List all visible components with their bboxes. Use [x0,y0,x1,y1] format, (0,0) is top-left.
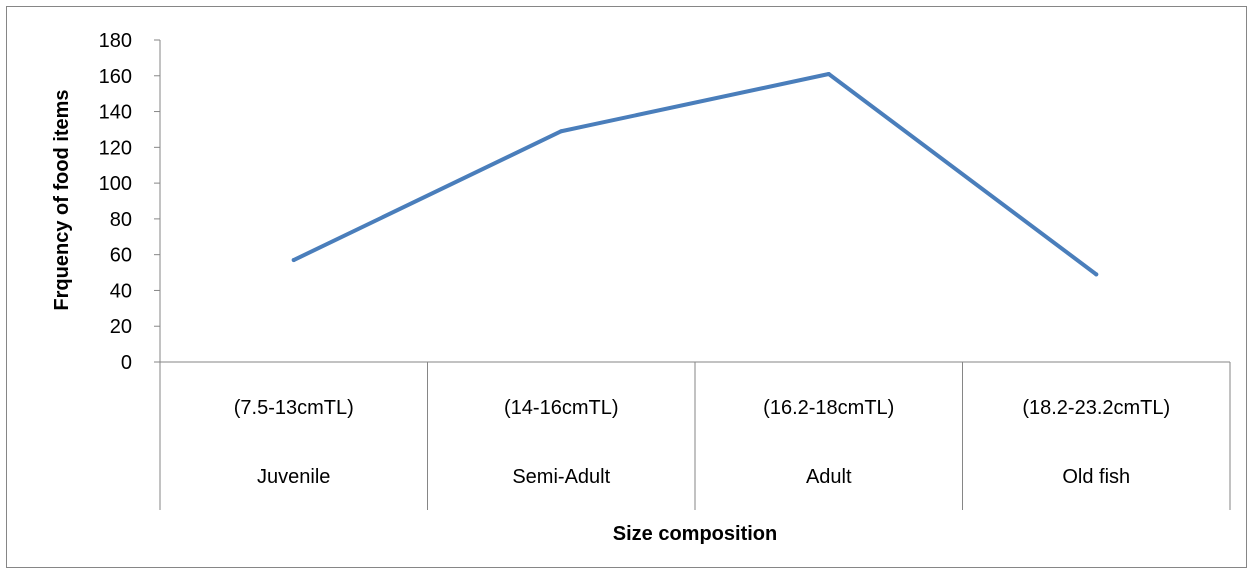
category-group-label: Adult [806,466,852,488]
y-tick-label: 0 [121,352,132,374]
category-range-label: (18.2-23.2cmTL) [1022,397,1170,419]
category-group-label: Old fish [1062,466,1130,488]
data-point [559,129,564,134]
category-group-label: Semi-Adult [512,466,610,488]
category-range-label: (16.2-18cmTL) [763,397,894,419]
y-tick-label: 40 [110,280,132,302]
category-range-label: (7.5-13cmTL) [234,397,354,419]
y-tick-label: 60 [110,245,132,267]
y-tick-label: 160 [99,66,132,88]
category-group-label: Juvenile [257,466,330,488]
category-range-label: (14-16cmTL) [504,397,618,419]
x-axis-title: Size composition [613,523,777,545]
y-tick-label: 80 [110,209,132,231]
y-tick-label: 100 [99,173,132,195]
y-tick-label: 120 [99,137,132,159]
chart-frame [6,6,1247,568]
y-tick-label: 180 [99,30,132,52]
y-tick-label: 20 [110,316,132,338]
y-axis-title: Frquency of food items [51,89,73,310]
data-point [291,258,296,263]
data-point [1094,272,1099,277]
y-tick-label: 140 [99,102,132,124]
series-line [291,71,1099,277]
data-point [826,71,831,76]
